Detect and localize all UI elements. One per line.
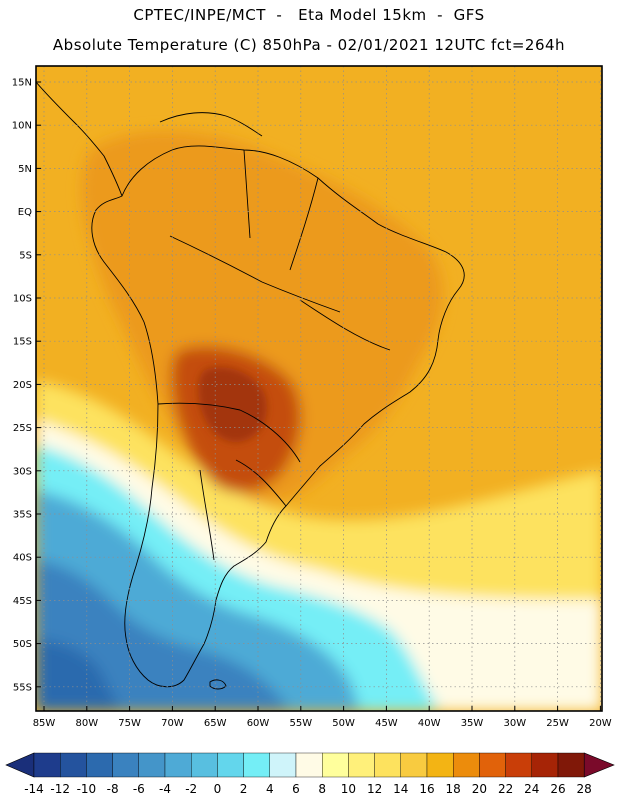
colorbar-swatch [86, 752, 113, 778]
lon-tick-label: 25W [546, 718, 569, 729]
colorbar-swatch [505, 752, 533, 778]
lat-tick-label: 40S [13, 553, 32, 564]
map-title-source: CPTEC/INPE/MCT - Eta Model 15km - GFS [133, 6, 485, 24]
colorbar-swatch [348, 752, 375, 778]
lat-tick-label: 20S [13, 380, 32, 391]
colorbar-label: 12 [367, 782, 382, 796]
colorbar-min-arrow [5, 752, 35, 778]
colorbar-label: -4 [159, 782, 171, 796]
colorbar-swatch [453, 752, 480, 778]
lat-tick-label: 15N [12, 78, 32, 89]
lat-tick-label: 55S [13, 682, 32, 693]
colorbar-label: -8 [107, 782, 119, 796]
colorbar-label: -2 [185, 782, 197, 796]
lon-tick-label: 45W [375, 718, 398, 729]
colorbar-swatch [164, 752, 192, 778]
colorbar-swatch [322, 752, 349, 778]
colorbar-label: -14 [24, 782, 44, 796]
temperature-field [36, 66, 602, 711]
lon-tick-label: 80W [75, 718, 98, 729]
colorbar-swatch [269, 752, 297, 778]
lat-tick-label: 10N [12, 121, 32, 132]
country-borders [157, 149, 391, 561]
south-america-coastline [91, 145, 465, 688]
colorbar-swatch [243, 752, 271, 778]
colorbar-swatch [33, 752, 61, 778]
colorbar-label: 6 [292, 782, 300, 796]
colorbar-label: 28 [577, 782, 592, 796]
temperature-colorbar: -14 -12 -10 -8 -6 -4 -2 0 2 4 6 8 10 12 14 16 18 20 22 24 26… [5, 752, 615, 796]
lat-tick-label: 35S [13, 510, 32, 521]
map-frame [35, 65, 603, 712]
latitude-axis: 15N 10N 5N EQ 5S 10S 15S 20S 25S 30S 35S 40S 45S 50S 5… [12, 78, 41, 693]
lat-tick-label: 45S [13, 596, 32, 607]
colorbar-swatch [374, 752, 402, 778]
colorbar-label: 4 [266, 782, 274, 796]
lon-tick-label: 70W [161, 718, 184, 729]
lat-tick-label: 5N [18, 164, 32, 175]
colorbar-swatch [400, 752, 428, 778]
colorbar-swatch [190, 752, 218, 778]
colorbar-label: 14 [393, 782, 408, 796]
field-band-deep-blue [36, 640, 120, 711]
lat-tick-label: 10S [13, 294, 32, 305]
longitude-axis: 85W 80W 75W 70W 65W 60W 55W 50W 45W 40W 35W 30W 25W 2… [33, 706, 612, 729]
colorbar-label: 8 [318, 782, 326, 796]
lat-tick-label: 15S [13, 337, 32, 348]
colorbar-swatch [138, 752, 166, 778]
colorbar-label: 20 [472, 782, 487, 796]
central-america-coastline [36, 81, 123, 197]
lat-tick-label: 25S [13, 423, 32, 434]
lat-tick-label: 50S [13, 639, 32, 650]
colorbar-label: 22 [498, 782, 513, 796]
colorbar-label: 26 [550, 782, 565, 796]
colorbar-swatch [217, 752, 244, 778]
colorbar-swatch [112, 752, 139, 778]
lon-tick-label: 65W [204, 718, 227, 729]
colorbar-label: -6 [133, 782, 145, 796]
lat-tick-label: 30S [13, 466, 32, 477]
colorbar-label: -12 [50, 782, 70, 796]
lon-tick-label: 60W [247, 718, 270, 729]
lon-tick-label: 55W [289, 718, 312, 729]
lon-tick-label: 75W [118, 718, 141, 729]
colorbar-swatch [557, 752, 585, 778]
colorbar-label: 24 [524, 782, 539, 796]
lat-tick-label: EQ [18, 207, 32, 218]
falklands-outline [209, 679, 227, 690]
colorbar-label: 18 [446, 782, 461, 796]
colorbar-swatch [426, 752, 454, 778]
coastline-and-borders [36, 81, 465, 690]
lon-tick-label: 20W [589, 718, 612, 729]
colorbar-label: 16 [419, 782, 434, 796]
colorbar-label: -10 [77, 782, 97, 796]
lon-tick-label: 35W [461, 718, 484, 729]
colorbar-swatch [531, 752, 559, 778]
lon-tick-label: 50W [332, 718, 355, 729]
caribbean-coastline [159, 112, 263, 137]
lon-tick-label: 40W [418, 718, 441, 729]
lon-tick-label: 30W [503, 718, 526, 729]
colorbar-swatch [60, 752, 87, 778]
colorbar-swatch [295, 752, 323, 778]
colorbar-label: 0 [214, 782, 222, 796]
colorbar-label: 2 [240, 782, 248, 796]
colorbar-label: 10 [341, 782, 356, 796]
lon-tick-label: 85W [33, 718, 56, 729]
colorbar-max-arrow [583, 752, 615, 778]
lat-tick-label: 5S [19, 250, 32, 261]
colorbar-swatch [479, 752, 506, 778]
map-title-variable: Absolute Temperature (C) 850hPa - 02/01/… [52, 36, 566, 54]
